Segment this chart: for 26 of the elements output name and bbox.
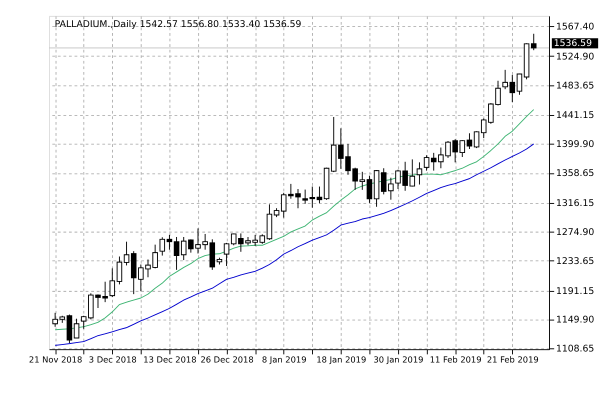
x-tick-label: 3 Dec 2018: [88, 354, 137, 365]
line-series: [54, 143, 534, 346]
y-tick-label: 1191.15: [556, 286, 594, 297]
x-tick-label: 11 Feb 2019: [430, 354, 482, 365]
y-tick-label: 1358.65: [556, 168, 594, 180]
y-tick-label: 1108.65: [556, 344, 594, 355]
y-tick-label: 1316.15: [556, 198, 594, 209]
y-tick-label: 1524.90: [556, 51, 594, 62]
chart-title: PALLADIUM.,Daily 1542.57 1556.80 1533.40 1536.59: [54, 19, 302, 30]
y-tick-label: 1567.40: [556, 22, 594, 33]
x-tick-label: 8 Jan 2019: [262, 354, 306, 365]
y-tick-label: 1274.90: [556, 226, 594, 238]
y-tick-label: 1399.90: [556, 139, 594, 150]
x-tick-label: 13 Dec 2018: [143, 354, 196, 365]
y-tick-label: 1149.90: [556, 314, 594, 326]
x-tick-label: 30 Jan 2019: [374, 354, 424, 365]
candlestick: [74, 318, 80, 338]
y-tick-label: 1483.65: [556, 80, 594, 92]
x-tick-label: 21 Feb 2019: [486, 354, 539, 365]
x-tick-label: 26 Dec 2018: [200, 354, 254, 365]
ref-line-label: 1536.59: [554, 38, 592, 50]
candlestick: [416, 162, 422, 185]
x-tick-label: 21 Nov 2018: [28, 354, 82, 365]
y-tick-label: 1441.15: [556, 110, 594, 122]
y-tick-label: 1233.65: [556, 256, 594, 267]
x-tick-label: 18 Jan 2019: [316, 354, 366, 365]
